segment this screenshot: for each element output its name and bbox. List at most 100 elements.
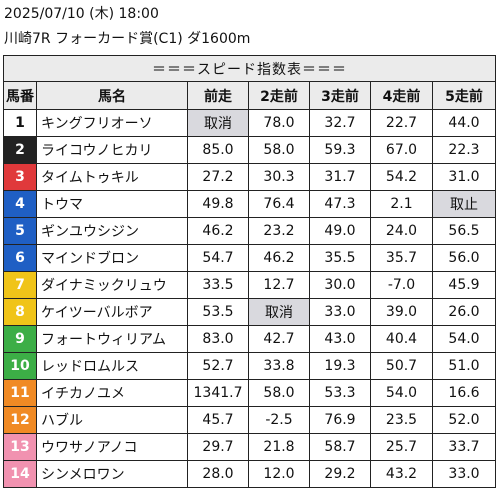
speed-index-cell: 85.0 xyxy=(187,136,249,164)
speed-index-cell: 35.7 xyxy=(370,244,433,272)
speed-index-cell: 43.0 xyxy=(309,325,371,353)
speed-index-cell: 33.5 xyxy=(187,271,249,299)
speed-index-cell: 取消 xyxy=(187,109,249,137)
speed-index-cell: 43.2 xyxy=(370,460,433,488)
speed-index-cell: 取消 xyxy=(248,298,310,326)
horse-number: 8 xyxy=(3,298,37,326)
speed-index-cell: 26.0 xyxy=(432,298,496,326)
speed-index-cell: 25.7 xyxy=(370,433,433,461)
speed-index-cell: 67.0 xyxy=(370,136,433,164)
horse-number: 6 xyxy=(3,244,37,272)
speed-index-cell: 24.0 xyxy=(370,217,433,245)
speed-index-cell: 56.5 xyxy=(432,217,496,245)
speed-index-cell: 54.2 xyxy=(370,163,433,191)
horse-number: 7 xyxy=(3,271,37,299)
speed-index-cell: 35.5 xyxy=(309,244,371,272)
speed-index-cell: 31.7 xyxy=(309,163,371,191)
speed-index-cell: 54.0 xyxy=(432,325,496,353)
speed-index-cell: 28.0 xyxy=(187,460,249,488)
speed-index-cell: 21.8 xyxy=(248,433,310,461)
speed-index-cell: 50.7 xyxy=(370,352,433,380)
horse-name: ライコウノヒカリ xyxy=(36,136,188,164)
table-row: 1 キングフリオーソ 取消 78.0 32.7 22.7 44.0 xyxy=(3,109,496,137)
speed-index-table: ＝＝＝スピード指数表＝＝＝ 馬番 馬名 前走 2走前 3走前 4走前 5走前 1… xyxy=(3,55,496,488)
speed-index-cell: 40.4 xyxy=(370,325,433,353)
horse-number: 3 xyxy=(3,163,37,191)
speed-index-cell: 22.3 xyxy=(432,136,496,164)
horse-number: 1 xyxy=(3,109,37,137)
speed-index-cell: -7.0 xyxy=(370,271,433,299)
speed-index-cell: 1341.7 xyxy=(187,379,249,407)
horse-number: 10 xyxy=(3,352,37,380)
table-row: 6 マインドブロン 54.7 46.2 35.5 35.7 56.0 xyxy=(3,244,496,272)
speed-index-cell: 2.1 xyxy=(370,190,433,218)
horse-number: 13 xyxy=(3,433,37,461)
column-header-last-race: 前走 xyxy=(187,81,249,110)
speed-index-cell: 23.5 xyxy=(370,406,433,434)
speed-index-cell: 16.6 xyxy=(432,379,496,407)
speed-index-cell: 46.2 xyxy=(187,217,249,245)
column-header-4-races-ago: 4走前 xyxy=(370,81,433,110)
speed-index-cell: 19.3 xyxy=(309,352,371,380)
speed-index-cell: 27.2 xyxy=(187,163,249,191)
speed-index-cell: 54.0 xyxy=(370,379,433,407)
speed-index-cell: 12.0 xyxy=(248,460,310,488)
horse-number: 4 xyxy=(3,190,37,218)
table-row: 8 ケイツーバルボア 53.5 取消 33.0 39.0 26.0 xyxy=(3,298,496,326)
column-header-2-races-ago: 2走前 xyxy=(248,81,310,110)
horse-name: キングフリオーソ xyxy=(36,109,188,137)
speed-index-cell: 29.2 xyxy=(309,460,371,488)
speed-index-cell: 46.2 xyxy=(248,244,310,272)
column-header-number: 馬番 xyxy=(3,81,37,110)
speed-index-cell: 22.7 xyxy=(370,109,433,137)
horse-name: トウマ xyxy=(36,190,188,218)
horse-name: イチカノユメ xyxy=(36,379,188,407)
speed-index-cell: 29.7 xyxy=(187,433,249,461)
speed-index-cell: 44.0 xyxy=(432,109,496,137)
speed-index-cell: 52.7 xyxy=(187,352,249,380)
speed-index-cell: 52.0 xyxy=(432,406,496,434)
speed-index-cell: 76.9 xyxy=(309,406,371,434)
table-header-row: 馬番 馬名 前走 2走前 3走前 4走前 5走前 xyxy=(3,81,496,110)
horse-name: レッドロムルス xyxy=(36,352,188,380)
horse-number: 12 xyxy=(3,406,37,434)
speed-index-cell: 49.0 xyxy=(309,217,371,245)
horse-name: ハブル xyxy=(36,406,188,434)
race-datetime: 2025/07/10 (木) 18:00 xyxy=(4,6,159,22)
table-row: 3 タイムトゥキル 27.2 30.3 31.7 54.2 31.0 xyxy=(3,163,496,191)
speed-index-cell: 54.7 xyxy=(187,244,249,272)
horse-name: マインドブロン xyxy=(36,244,188,272)
speed-index-cell: 45.7 xyxy=(187,406,249,434)
horse-name: ダイナミックリュウ xyxy=(36,271,188,299)
speed-index-cell: 取止 xyxy=(432,190,496,218)
speed-index-cell: 51.0 xyxy=(432,352,496,380)
speed-index-cell: 76.4 xyxy=(248,190,310,218)
horse-number: 9 xyxy=(3,325,37,353)
table-row: 9 フォートウィリアム 83.0 42.7 43.0 40.4 54.0 xyxy=(3,325,496,353)
table-row: 7 ダイナミックリュウ 33.5 12.7 30.0 -7.0 45.9 xyxy=(3,271,496,299)
speed-index-cell: 56.0 xyxy=(432,244,496,272)
table-row: 13 ウワサノアノコ 29.7 21.8 58.7 25.7 33.7 xyxy=(3,433,496,461)
horse-number: 11 xyxy=(3,379,37,407)
horse-name: ケイツーバルボア xyxy=(36,298,188,326)
speed-index-cell: 33.0 xyxy=(432,460,496,488)
horse-name: ギンユウシジン xyxy=(36,217,188,245)
speed-index-cell: 42.7 xyxy=(248,325,310,353)
table-title-row: ＝＝＝スピード指数表＝＝＝ xyxy=(3,55,496,82)
speed-index-cell: 45.9 xyxy=(432,271,496,299)
table-row: 11 イチカノユメ 1341.7 58.0 53.3 54.0 16.6 xyxy=(3,379,496,407)
speed-index-cell: -2.5 xyxy=(248,406,310,434)
horse-name: フォートウィリアム xyxy=(36,325,188,353)
horse-name: ウワサノアノコ xyxy=(36,433,188,461)
speed-index-cell: 12.7 xyxy=(248,271,310,299)
column-header-3-races-ago: 3走前 xyxy=(309,81,371,110)
table-row: 14 シンメロワン 28.0 12.0 29.2 43.2 33.0 xyxy=(3,460,496,488)
speed-index-cell: 31.0 xyxy=(432,163,496,191)
table-title: ＝＝＝スピード指数表＝＝＝ xyxy=(3,55,496,82)
horse-number: 5 xyxy=(3,217,37,245)
column-header-5-races-ago: 5走前 xyxy=(432,81,496,110)
table-row: 10 レッドロムルス 52.7 33.8 19.3 50.7 51.0 xyxy=(3,352,496,380)
speed-index-cell: 58.7 xyxy=(309,433,371,461)
horse-number: 14 xyxy=(3,460,37,488)
